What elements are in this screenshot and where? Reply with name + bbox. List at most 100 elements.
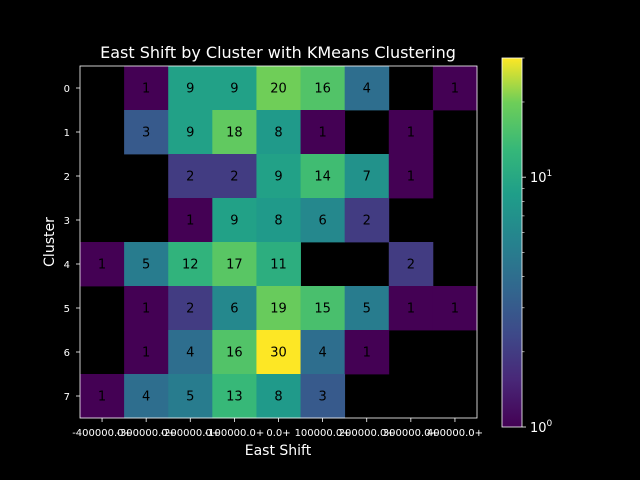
- cell-value-label: 8: [274, 390, 282, 405]
- cell-value-label: 1: [142, 302, 150, 317]
- cell-value-label: 2: [363, 214, 371, 229]
- heatmap-cell: [212, 66, 257, 111]
- cell-value-label: 1: [98, 390, 106, 405]
- heatmap-cell: [168, 154, 213, 199]
- cell-value-label: 8: [274, 214, 282, 229]
- cell-value-label: 1: [363, 346, 371, 361]
- cell-value-label: 17: [226, 258, 243, 273]
- heatmap-cell: [300, 154, 346, 199]
- heatmap-cell: [168, 110, 213, 155]
- heatmap-cell: [124, 286, 169, 331]
- cell-value-label: 30: [270, 346, 287, 361]
- heatmap-cell: [212, 286, 257, 331]
- cell-value-label: 4: [318, 346, 326, 361]
- cell-value-label: 1: [142, 82, 150, 97]
- x-tick-label: -300000.0+: [116, 428, 176, 439]
- y-tick-label: 1: [64, 128, 70, 139]
- cell-value-label: 2: [186, 170, 194, 185]
- heatmap-cells: 1 9 9 20 16 4 13 9 18 8 1 12 2 9 14 7 11 9 8 6 21 5 12 17 11 21 2 6…: [80, 66, 478, 419]
- heatmap-cell: [124, 110, 169, 155]
- heatmap-cell: [344, 286, 390, 331]
- cell-value-label: 5: [186, 390, 194, 405]
- cell-value-label: 15: [314, 302, 331, 317]
- heatmap-cell: [344, 154, 390, 199]
- heatmap-cell: [212, 330, 257, 375]
- heatmap-cell: [256, 198, 301, 243]
- heatmap-cell: [124, 374, 169, 419]
- heatmap-cell: [344, 66, 390, 111]
- y-axis-label: Cluster: [42, 217, 58, 267]
- y-axis-ticks: 0 1 2 3 4 5 6 7: [64, 84, 80, 403]
- cell-value-label: 2: [186, 302, 194, 317]
- cell-value-label: 16: [314, 82, 331, 97]
- heatmap-cell: [80, 374, 125, 419]
- chart-title: East Shift by Cluster with KMeans Cluste…: [100, 43, 456, 62]
- cell-value-label: 3: [142, 126, 150, 141]
- cell-value-label: 3: [318, 390, 326, 405]
- cell-value-label: 13: [226, 390, 243, 405]
- cell-value-label: 1: [142, 346, 150, 361]
- heatmap-cell: [212, 242, 257, 287]
- cell-value-label: 14: [314, 170, 331, 185]
- heatmap-cell: [388, 154, 434, 199]
- cell-value-label: 6: [230, 302, 238, 317]
- cell-value-label: 1: [407, 302, 415, 317]
- cell-value-label: 2: [407, 258, 415, 273]
- heatmap-cell: [212, 374, 257, 419]
- heatmap-cell: [256, 110, 301, 155]
- heatmap-cell: [212, 198, 257, 243]
- heatmap-cell: [432, 286, 478, 331]
- cell-value-label: 9: [230, 82, 238, 97]
- x-axis-label: East Shift: [245, 443, 312, 459]
- cell-value-label: 11: [270, 258, 287, 273]
- x-tick-label: 400000.0+: [427, 428, 483, 439]
- x-tick-label: 200000.0+: [339, 428, 395, 439]
- cell-value-label: 16: [226, 346, 243, 361]
- cell-value-label: 5: [363, 302, 371, 317]
- y-tick-label: 2: [64, 172, 70, 183]
- heatmap-cell: [212, 154, 257, 199]
- heatmap-cell: [256, 242, 301, 287]
- cell-value-label: 1: [186, 214, 194, 229]
- cell-value-label: 4: [142, 390, 150, 405]
- heatmap-cell: [168, 286, 213, 331]
- heatmap-cell: [300, 110, 346, 155]
- cell-value-label: 1: [451, 302, 459, 317]
- heatmap-cell: [124, 330, 169, 375]
- colorbar-ticks: 100 101: [522, 57, 553, 436]
- colorbar: [501, 57, 523, 428]
- cell-value-label: 8: [274, 126, 282, 141]
- y-tick-label: 3: [64, 216, 70, 227]
- cell-value-label: 1: [98, 258, 106, 273]
- heatmap-cell: [212, 110, 257, 155]
- cell-value-label: 1: [451, 82, 459, 97]
- heatmap-cell: [388, 110, 434, 155]
- cell-value-label: 4: [363, 82, 371, 97]
- cell-value-label: 1: [407, 170, 415, 185]
- y-tick-label: 5: [64, 304, 70, 315]
- heatmap-cell: [432, 66, 478, 111]
- cell-value-label: 1: [318, 126, 326, 141]
- y-tick-label: 6: [64, 348, 70, 359]
- heatmap-cell: [124, 66, 169, 111]
- heatmap-cell: [168, 198, 213, 243]
- x-tick-label: -200000.0+: [160, 428, 220, 439]
- x-tick-label: -400000.0+: [72, 428, 132, 439]
- colorbar-tick-label: 100: [530, 419, 553, 436]
- heatmap-cell: [256, 154, 301, 199]
- colorbar-tick-label: 101: [530, 169, 552, 186]
- cell-value-label: 19: [270, 302, 287, 317]
- heatmap-cell: [388, 242, 434, 287]
- cell-value-label: 18: [226, 126, 243, 141]
- heatmap-cell: [168, 330, 213, 375]
- heatmap-cell: [344, 198, 390, 243]
- cell-value-label: 6: [318, 214, 326, 229]
- heatmap-cell: [168, 242, 213, 287]
- heatmap-cell: [256, 286, 301, 331]
- cell-value-label: 20: [270, 82, 287, 97]
- x-tick-label: 300000.0+: [383, 428, 439, 439]
- heatmap-cell: [168, 374, 213, 419]
- x-tick-label: 100000.0+: [295, 428, 351, 439]
- x-axis-ticks: -400000.0+-300000.0+-200000.0+-100000.0+…: [72, 418, 483, 439]
